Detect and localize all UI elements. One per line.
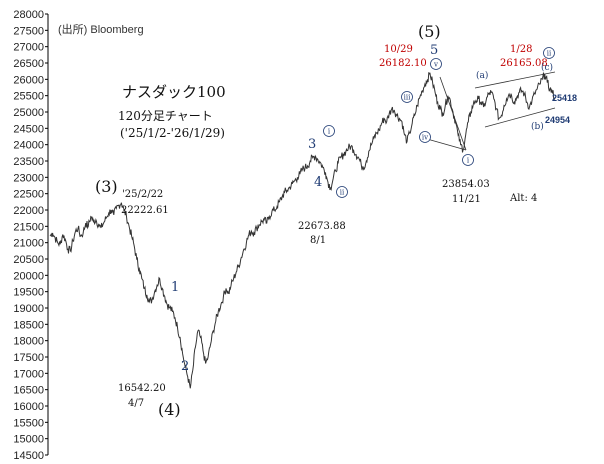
y-tick-label: 17000 [13, 368, 44, 380]
subwave-iv: iv [419, 131, 431, 143]
lower-trendline [484, 107, 556, 128]
y-tick-label: 24000 [13, 140, 44, 152]
wave-4-value: 16542.20 [118, 383, 166, 394]
y-tick-label: 14500 [13, 450, 44, 462]
wave-3-small-label: 3 [308, 137, 316, 152]
chart-subtitle-1: 120分足チャート [118, 109, 213, 123]
wave-c-label: (c) [541, 62, 553, 73]
y-tick-label: 26500 [13, 58, 44, 70]
subwave-i-after-low: i [462, 154, 474, 166]
y-tick-label: 23500 [13, 156, 44, 168]
wave-5-big-label: (5) [418, 22, 441, 41]
wave-5-label: 5 [430, 43, 438, 58]
y-tick-label: 27000 [13, 42, 44, 54]
y-tick-label: 18500 [13, 319, 44, 331]
wave-b-label: (b) [531, 121, 544, 132]
y-tick-label: 21500 [13, 221, 44, 233]
peak-to-low-line-1 [439, 76, 467, 151]
y-axis-ticks: 28000 27500 27000 26500 26000 25500 25000 24500… [13, 9, 48, 462]
source-text: (出所) Bloomberg [58, 22, 144, 36]
low-value: 23854.03 [442, 179, 490, 190]
y-tick-label: 28000 [13, 9, 44, 21]
svg-text:i: i [467, 157, 470, 165]
svg-text:ii: ii [340, 189, 345, 197]
y-tick-label: 19000 [13, 303, 44, 315]
subwave-v: v [430, 58, 442, 70]
y-tick-label: 18000 [13, 336, 44, 348]
y-tick-label: 22500 [13, 189, 44, 201]
chart-title: ナスダック100 [122, 83, 226, 101]
y-tick-label: 16500 [13, 385, 44, 397]
y-tick-label: 20500 [13, 254, 44, 266]
chart-subtitle-2: ('25/1/2-'26/1/29) [120, 126, 225, 140]
svg-text:ii: ii [547, 50, 552, 58]
y-tick-label: 20000 [13, 270, 44, 282]
level-upper: 25418 [552, 93, 577, 103]
wave-2-label: 2 [181, 359, 189, 374]
svg-text:iii: iii [404, 94, 411, 102]
subwave-i: i [323, 125, 335, 137]
y-tick-label: 17500 [13, 352, 44, 364]
wave-a-label: (a) [476, 70, 488, 81]
wave-3-date: '25/2/22 [122, 189, 163, 200]
price-line [49, 72, 556, 389]
y-tick-label: 27500 [13, 25, 44, 37]
svg-text:i: i [328, 128, 331, 136]
y-tick-label: 25000 [13, 107, 44, 119]
y-tick-label: 15000 [13, 434, 44, 446]
y-tick-label: 21000 [13, 238, 44, 250]
peak-date: 10/29 [384, 44, 413, 55]
wave-4-small-value: 22673.88 [298, 221, 346, 232]
y-tick-label: 19500 [13, 287, 44, 299]
y-tick-label: 25500 [13, 91, 44, 103]
upper-trendline [474, 71, 556, 89]
svg-text:v: v [433, 61, 438, 69]
svg-text:iv: iv [422, 134, 428, 142]
wave-4-small-label: 4 [314, 175, 322, 190]
level-lower: 24954 [545, 115, 570, 125]
y-tick-label: 16000 [13, 401, 44, 413]
low-date: 11/21 [452, 194, 481, 205]
wave-3-value: 22222.61 [121, 205, 169, 216]
y-tick-label: 26000 [13, 74, 44, 86]
wave-4-big-label: (4) [158, 400, 181, 419]
wave-3-label: (3) [95, 177, 118, 196]
alt-label: Alt: 4 [509, 193, 537, 204]
recent-date: 1/28 [510, 44, 532, 55]
subwave-ii-recent: ii [543, 47, 555, 59]
wave-4-small-date: 8/1 [310, 235, 326, 246]
peak-value: 26182.10 [379, 58, 427, 69]
y-tick-label: 22000 [13, 205, 44, 217]
y-tick-label: 24500 [13, 123, 44, 135]
subwave-iii: iii [401, 91, 413, 103]
recent-value: 26165.08 [500, 58, 548, 69]
subwave-ii: ii [336, 186, 348, 198]
y-tick-label: 23000 [13, 172, 44, 184]
y-tick-label: 15500 [13, 417, 44, 429]
wave-1-label: 1 [171, 280, 179, 295]
wave-4-date: 4/7 [128, 398, 144, 409]
